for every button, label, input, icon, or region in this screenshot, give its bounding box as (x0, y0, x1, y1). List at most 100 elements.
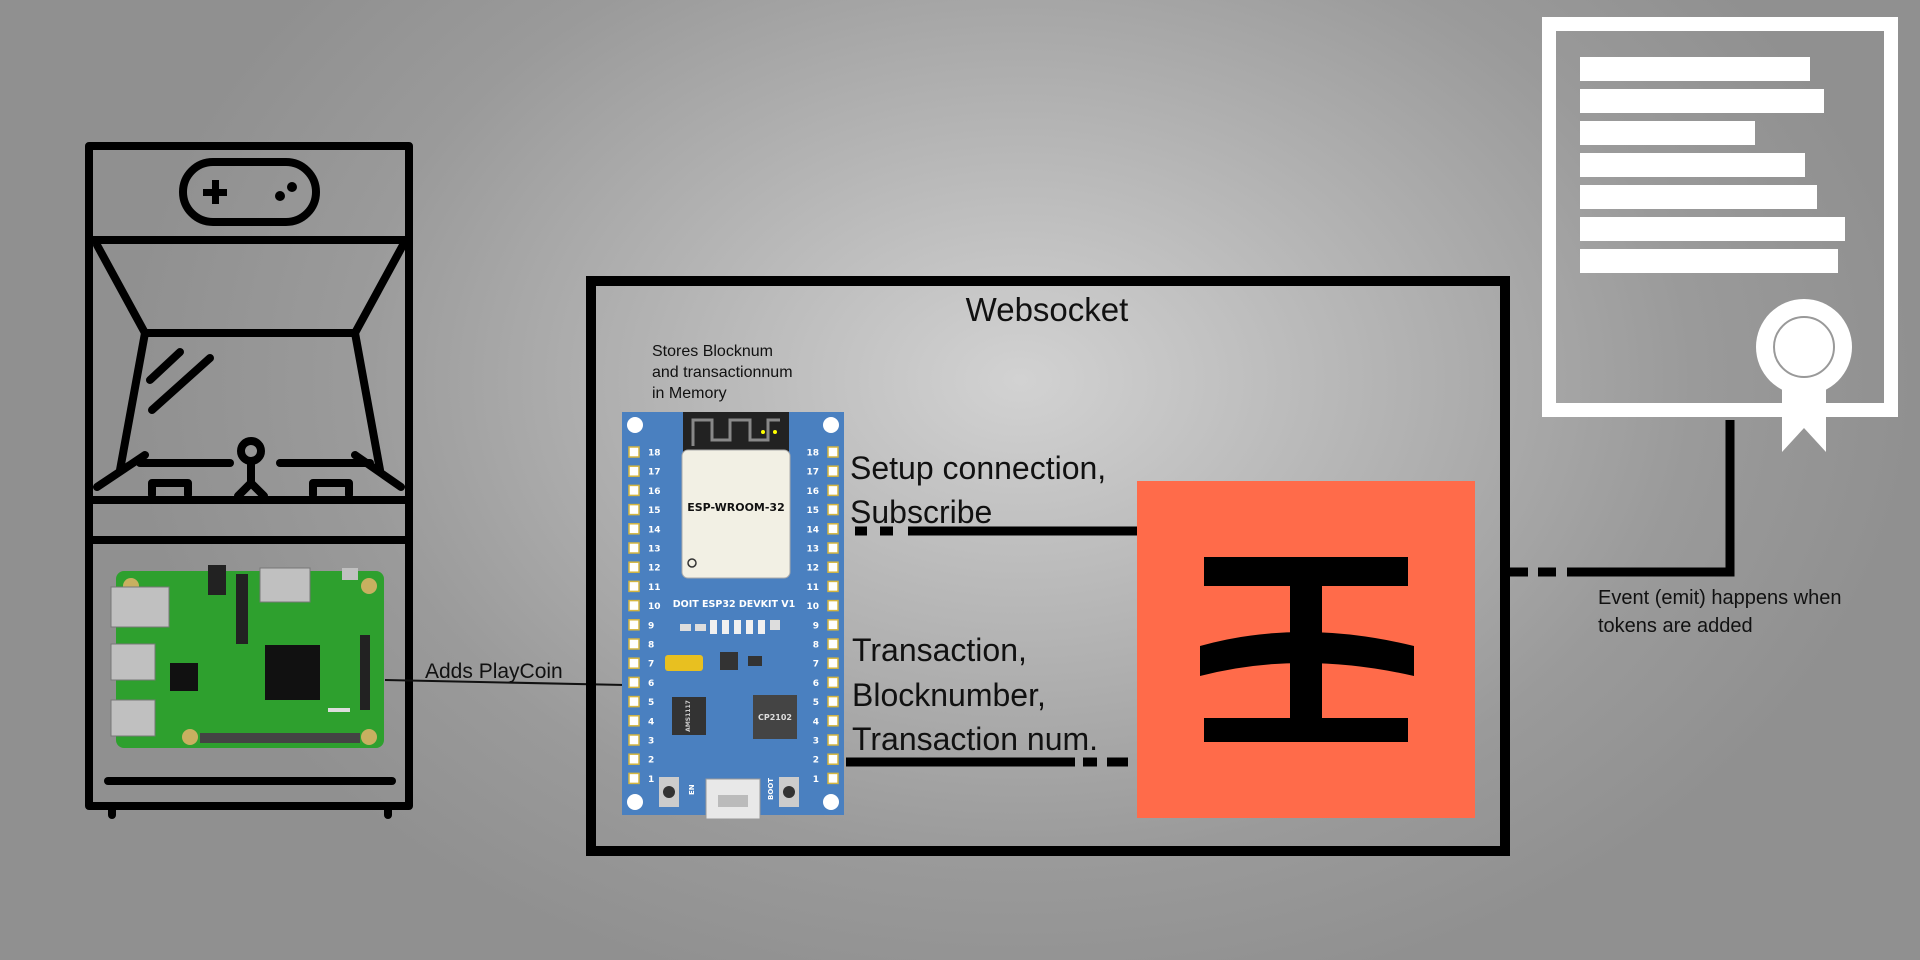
event-edge (1510, 420, 1735, 577)
header-pin (827, 484, 839, 497)
header-pin (827, 753, 839, 765)
header-pin (827, 446, 839, 458)
header-pin (628, 542, 640, 554)
blockchain-node-logo (1137, 481, 1475, 818)
pin-label: 14 (806, 525, 819, 535)
module-label: ESP-WROOM-32 (687, 501, 785, 514)
arcade-cabinet-icon (85, 142, 413, 819)
certificate-icon (1542, 17, 1898, 452)
header-pin (827, 599, 839, 612)
pin-label: 5 (813, 698, 819, 708)
pin-label: 15 (648, 506, 661, 516)
pin-label: 1 (648, 775, 654, 785)
event-edge-label: tokens are added (1598, 615, 1753, 637)
pin-label: 3 (648, 737, 654, 747)
header-pin (827, 715, 839, 727)
pin-label: 5 (648, 698, 654, 708)
header-pin (628, 695, 640, 708)
setup-edge-label: Subscribe (850, 494, 992, 530)
regulator-label: AMS1117 (685, 700, 692, 732)
header-pin (827, 657, 839, 669)
pin-label: 12 (806, 564, 819, 574)
memory-note-line: Stores Blocknum (652, 343, 773, 360)
pin-label: 3 (813, 737, 819, 747)
pin-label: 12 (648, 564, 661, 574)
header-pin (827, 465, 839, 477)
header-pin (628, 484, 640, 497)
pin-label: 13 (806, 545, 819, 555)
playcoin-connector (384, 679, 626, 686)
gamepad-icon (179, 158, 320, 226)
en-label: EN (688, 784, 696, 795)
boot-label: BOOT (767, 778, 775, 800)
transaction-edge-label: Blocknumber, (852, 677, 1046, 713)
header-pin (827, 695, 839, 708)
pin-label: 2 (648, 756, 654, 766)
header-pin (628, 753, 640, 765)
raspberry-pi-board-icon (110, 565, 384, 748)
pin-label: 14 (648, 525, 661, 535)
pin-label: 4 (648, 717, 654, 727)
pin-label: 18 (806, 449, 819, 459)
header-pin (827, 523, 839, 535)
header-pin (827, 772, 839, 785)
header-pin (628, 561, 640, 573)
header-pin (827, 561, 839, 573)
pin-label: 8 (648, 641, 654, 651)
pin-label: 11 (806, 583, 819, 593)
header-pin (628, 772, 640, 785)
pin-label: 15 (806, 506, 819, 516)
memory-note: Stores Blocknum and transactionnum in Me… (652, 343, 793, 402)
memory-note-line: and transactionnum (652, 364, 793, 381)
header-pin (827, 580, 839, 593)
header-pin (827, 619, 839, 631)
header-pin (628, 446, 640, 458)
pin-label: 2 (813, 756, 819, 766)
header-pin (628, 734, 640, 746)
header-pin (628, 599, 640, 612)
websocket-container (586, 276, 1510, 856)
header-pin (628, 523, 640, 535)
transaction-edge-label: Transaction num. (852, 721, 1098, 757)
header-pin (628, 676, 640, 689)
header-pin (628, 580, 640, 593)
memory-note-line: in Memory (652, 385, 727, 402)
pin-label: 17 (806, 468, 819, 478)
board-label: DOIT ESP32 DEVKIT V1 (673, 599, 795, 610)
pin-label: 1 (813, 775, 819, 785)
pin-label: 8 (813, 641, 819, 651)
header-pin (628, 715, 640, 727)
pin-label: 7 (813, 660, 819, 670)
esp32-board: ESP-WROOM-32 DOIT ESP32 DEVKIT V1 AMS111… (622, 412, 844, 820)
pin-label: 10 (806, 602, 819, 612)
header-pin (827, 503, 839, 516)
pin-label: 6 (648, 679, 654, 689)
setup-edge-label: Setup connection, (850, 450, 1106, 486)
playcoin-label: Adds PlayCoin (425, 660, 563, 683)
header-pin (827, 734, 839, 746)
pin-label: 4 (813, 717, 819, 727)
header-pin (628, 619, 640, 631)
header-pin (827, 676, 839, 689)
pin-label: 18 (648, 449, 661, 459)
pin-label: 11 (648, 583, 661, 593)
pin-label: 13 (648, 545, 661, 555)
header-pin (628, 657, 640, 669)
pin-label: 9 (648, 621, 654, 631)
usb-chip-label: CP2102 (758, 713, 792, 722)
pin-label: 17 (648, 468, 661, 478)
transaction-edge-label: Transaction, (852, 632, 1027, 668)
header-pin (628, 638, 640, 650)
pin-label: 10 (648, 602, 661, 612)
header-pin (827, 638, 839, 650)
pin-label: 9 (813, 621, 819, 631)
pin-label: 7 (648, 660, 654, 670)
header-pin (628, 503, 640, 516)
websocket-title: Websocket (966, 291, 1129, 328)
pin-label: 16 (648, 487, 661, 497)
header-pin (827, 542, 839, 554)
event-edge-label: Event (emit) happens when (1598, 587, 1841, 609)
header-pin (628, 465, 640, 477)
